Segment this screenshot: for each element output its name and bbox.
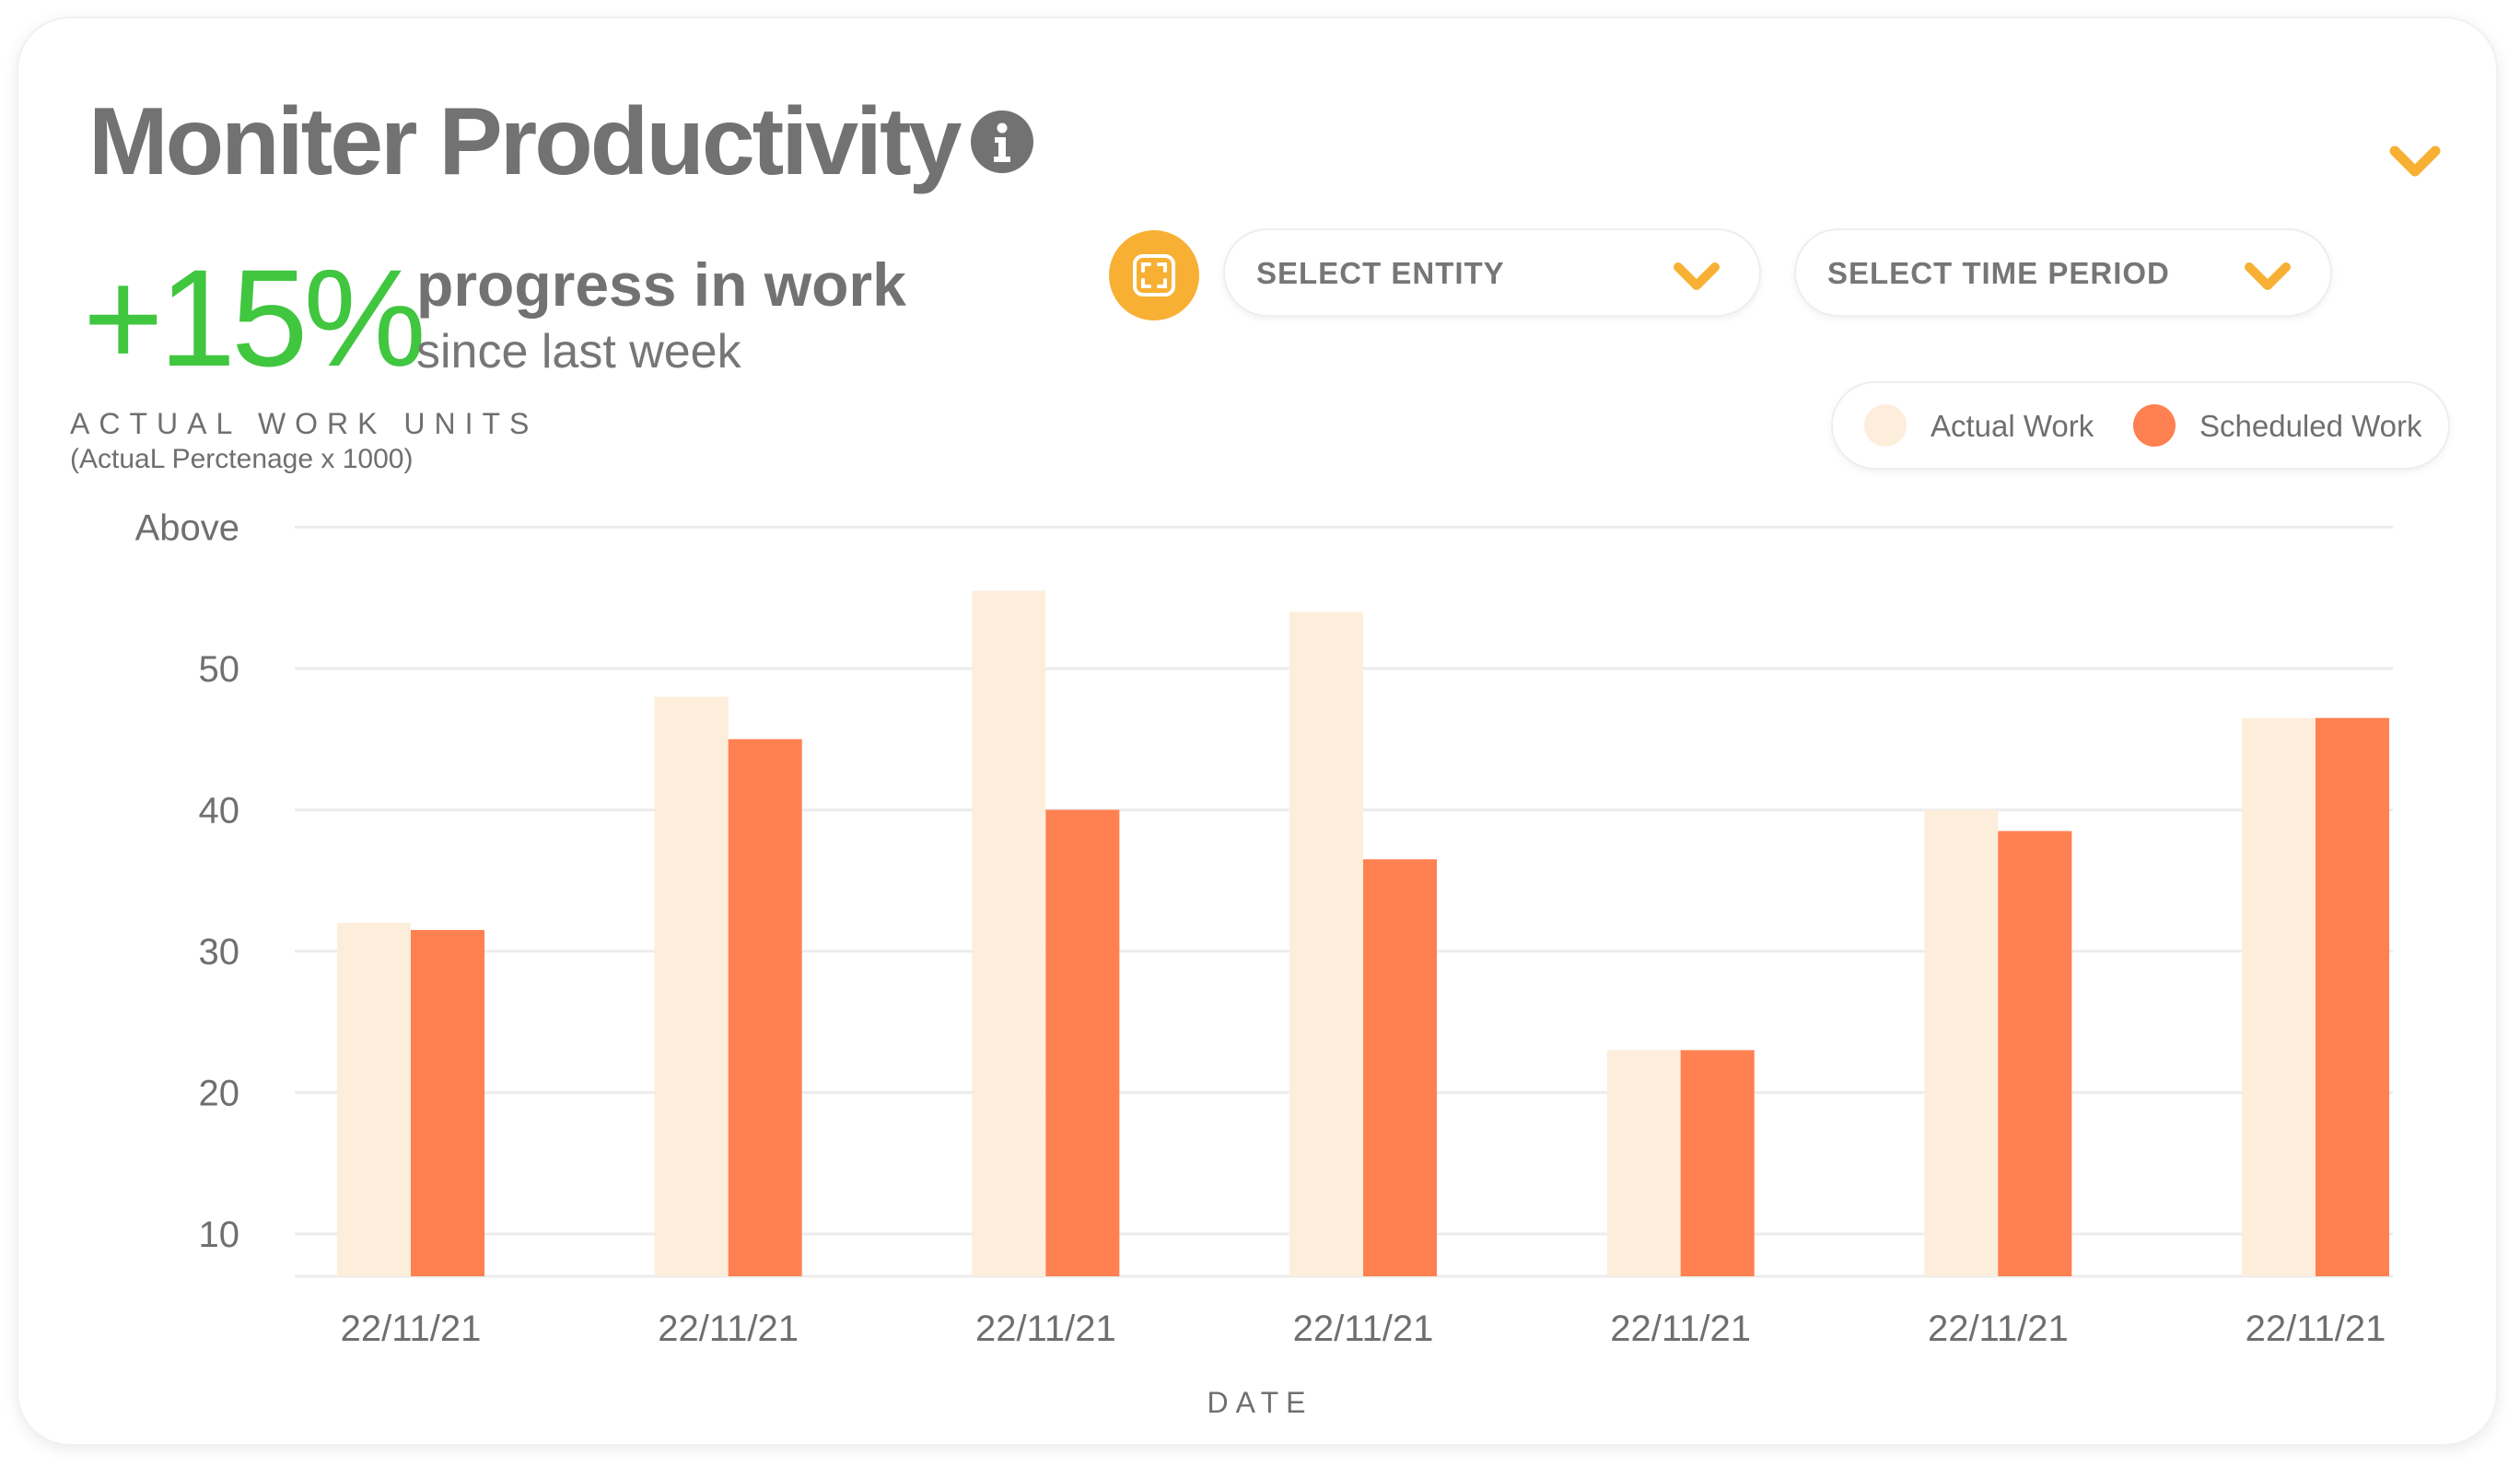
legend-item-actual[interactable]: Actual Work [1833,383,2128,468]
bar-scheduled[interactable] [2316,717,2389,1276]
bar-scheduled[interactable] [728,739,802,1276]
bar-scheduled[interactable] [1998,831,2072,1276]
legend-label-scheduled: Scheduled Work [2199,409,2422,443]
bar-scheduled[interactable] [1680,1050,1755,1276]
legend-item-scheduled[interactable]: Scheduled Work [2128,383,2448,468]
y-tick-label: 50 [199,649,240,690]
chevron-down-icon[interactable] [2382,129,2448,195]
progress-percentage: +15% [83,240,426,395]
bar-scheduled[interactable] [1363,859,1437,1276]
bar-actual[interactable] [1924,809,1999,1276]
x-tick-label: 22/11/21 [2246,1309,2386,1349]
y-tick-label: 10 [199,1215,240,1255]
bar-actual[interactable] [654,696,729,1276]
select-time-period-label: SELECT TIME PERIOD [1827,256,2170,290]
x-tick-label: 22/11/21 [658,1309,799,1349]
legend-swatch-actual [1864,404,1907,447]
page-title: Moniter Productivity [88,88,962,195]
y-axis-title: ACTUAL WORK UNITS [70,407,539,440]
bar-scheduled[interactable] [411,929,484,1276]
chevron-down-icon [2245,262,2291,290]
bar-actual[interactable] [972,590,1046,1276]
y-axis-subtitle: (ActuaL Perctenage x 1000) [70,444,414,474]
legend-swatch-scheduled [2133,404,2176,447]
bar-actual[interactable] [337,923,411,1276]
x-tick-label: 22/11/21 [341,1309,482,1349]
y-tick-label: 40 [199,790,240,831]
bar-chart: 10 20 30 40 50 Above 22/11/21 22/11/21 22/11/21 2… [135,507,2393,1419]
y-tick-label: Above [135,507,239,548]
x-axis-title: DATE [1208,1386,1313,1419]
info-icon[interactable] [971,111,1033,173]
x-tick-label: 22/11/21 [1293,1309,1434,1349]
bar-scheduled[interactable] [1045,809,1120,1276]
fullscreen-icon [1133,254,1175,297]
x-tick-label: 22/11/21 [1610,1309,1751,1349]
select-time-period-dropdown[interactable]: SELECT TIME PERIOD [1796,230,2330,315]
x-tick-label: 22/11/21 [1928,1309,2069,1349]
legend-label-actual: Actual Work [1931,409,2094,443]
progress-headline: progress in work [416,250,906,319]
y-tick-label: 20 [199,1073,240,1113]
bar-actual[interactable] [2242,717,2316,1276]
select-entity-label: SELECT ENTITY [1256,256,1505,290]
bar-actual[interactable] [1606,1050,1681,1276]
chevron-down-icon [1674,262,1720,290]
x-tick-label: 22/11/21 [975,1309,1116,1349]
fullscreen-button[interactable] [1109,230,1199,320]
productivity-card: Moniter Productivity +15% progress in wo… [18,18,2496,1444]
y-tick-label: 30 [199,932,240,972]
progress-subline: since last week [416,325,741,378]
select-entity-dropdown[interactable]: SELECT ENTITY [1225,230,1759,315]
bar-actual[interactable] [1289,611,1363,1276]
chart-legend: Actual Work Scheduled Work [1833,383,2448,468]
